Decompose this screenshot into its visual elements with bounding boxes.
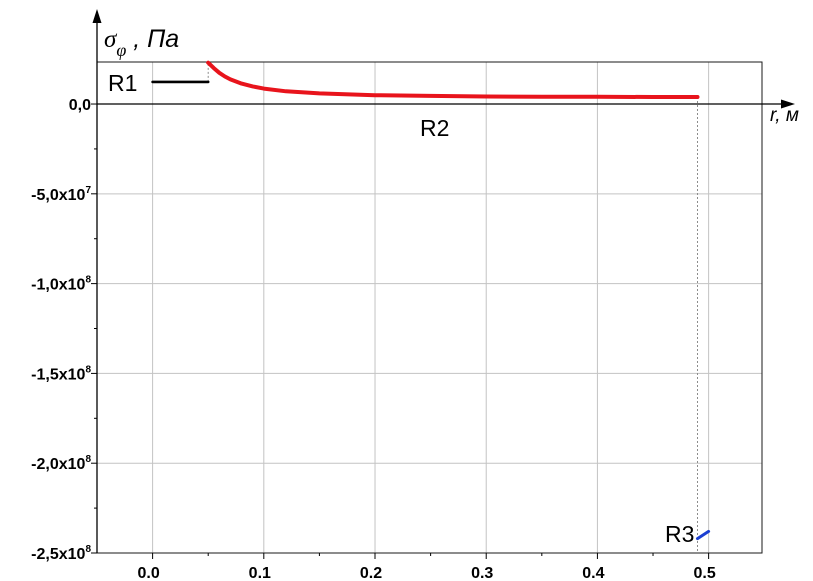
y-axis-arrow-icon bbox=[92, 9, 102, 23]
y-tick-label-base: 0,0 bbox=[69, 97, 91, 114]
series-line-3 bbox=[696, 529, 711, 541]
x-axis-arrow-icon bbox=[781, 99, 795, 109]
y-axis-title-subscript: φ bbox=[116, 40, 126, 60]
y-tick-label: -2,5x108 bbox=[31, 544, 91, 563]
y-tick-label-base: -5,0x10 bbox=[31, 187, 85, 204]
interface-connectors bbox=[207, 62, 699, 553]
y-tick-label-base: -2,0x10 bbox=[31, 456, 85, 473]
x-tick-label: 0.3 bbox=[471, 565, 493, 581]
series-line-2 bbox=[206, 60, 700, 99]
series bbox=[151, 60, 711, 541]
x-tick-label: 0.4 bbox=[582, 565, 604, 581]
ticks bbox=[91, 103, 710, 559]
y-tick-label-base: -1,5x10 bbox=[31, 366, 85, 383]
y-tick-label: -1,5x108 bbox=[31, 364, 91, 383]
y-tick-label-exponent: 8 bbox=[85, 275, 91, 286]
axes bbox=[92, 9, 795, 553]
series-label-3: R3 bbox=[665, 521, 694, 547]
series-label-2: R2 bbox=[420, 115, 449, 141]
y-axis-title: σφ , Па bbox=[104, 25, 179, 60]
series-labels: R1 R2 R3 bbox=[108, 70, 694, 547]
x-tick-label: 0.5 bbox=[693, 565, 715, 581]
y-tick-label-exponent: 7 bbox=[85, 185, 91, 196]
x-tick-label: 0.1 bbox=[249, 565, 271, 581]
y-tick-label-exponent: 8 bbox=[85, 544, 91, 555]
y-tick-label: -2,0x108 bbox=[31, 454, 91, 473]
y-tick-label: -1,0x108 bbox=[31, 275, 91, 294]
y-axis-title-unit: , Па bbox=[126, 25, 179, 53]
series-label-1: R1 bbox=[108, 70, 137, 96]
tick-labels: 0,0-5,0x107-1,0x108-1,5x108-2,0x108-2,5x… bbox=[31, 97, 716, 581]
y-tick-label-exponent: 8 bbox=[85, 364, 91, 375]
y-tick-label: -5,0x107 bbox=[31, 185, 91, 204]
y-axis-title-symbol: σ bbox=[104, 26, 118, 53]
y-tick-label-exponent: 8 bbox=[85, 454, 91, 465]
y-tick-label-base: -2,5x10 bbox=[31, 546, 85, 563]
x-tick-label: 0.0 bbox=[137, 565, 159, 581]
x-tick-label: 0.2 bbox=[360, 565, 382, 581]
y-tick-label: 0,0 bbox=[69, 97, 91, 114]
y-tick-label-base: -1,0x10 bbox=[31, 277, 85, 294]
x-axis-title: r, м bbox=[770, 105, 799, 126]
